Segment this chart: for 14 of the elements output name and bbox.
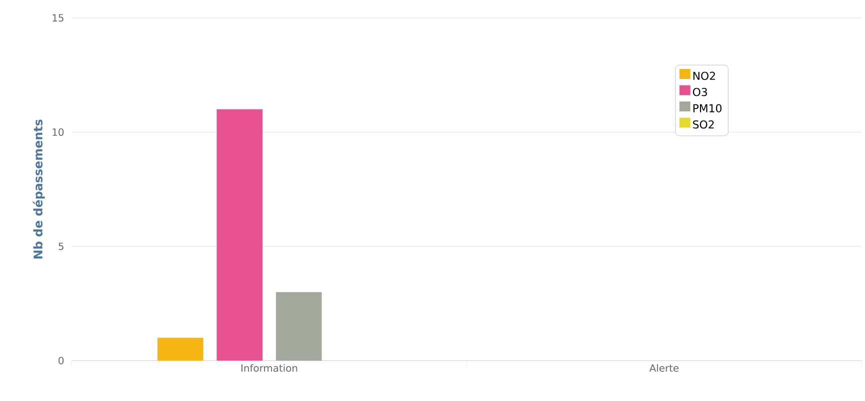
legend-label: O3 [692, 88, 707, 96]
bar [276, 292, 322, 360]
bar [216, 109, 263, 360]
y-tick-label: 15 [52, 14, 64, 22]
legend-label: NO2 [693, 71, 715, 80]
y-tick-label: 10 [52, 128, 64, 136]
y-axis-title: Nb de dépassements [32, 119, 45, 258]
y-tick-label: 5 [58, 242, 64, 250]
legend-label: SO2 [693, 120, 714, 128]
x-tick-label: Alerte [649, 364, 679, 372]
x-tick-label: Information [241, 364, 298, 372]
y-tick-label: 0 [58, 356, 64, 364]
bar [157, 338, 204, 360]
legend-label: PM10 [693, 104, 722, 112]
